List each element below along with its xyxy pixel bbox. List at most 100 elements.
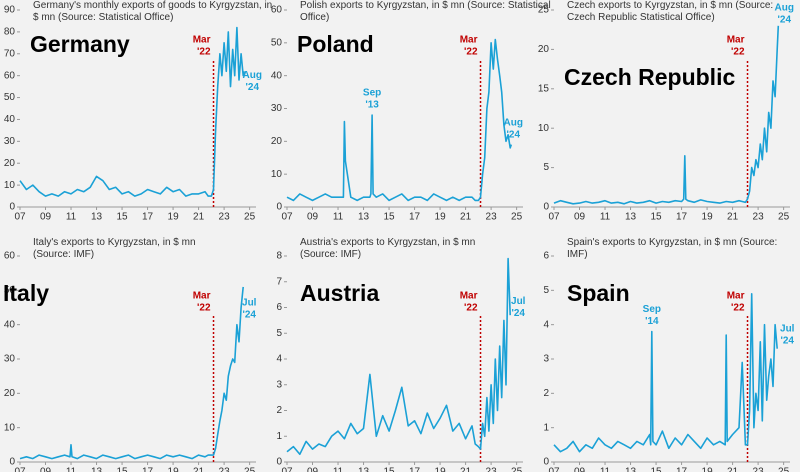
y-tick-label: 3 [543,354,549,365]
y-tick-label: 0 [276,457,282,468]
y-tick-label: 4 [276,354,282,365]
x-tick-label: 07 [281,212,293,223]
x-tick-label: 07 [281,467,293,472]
x-tick-label: 25 [244,212,256,223]
x-tick-label: 09 [307,467,319,472]
x-tick-label: 13 [625,467,637,472]
y-tick-label: 50 [4,92,16,103]
x-tick-label: 15 [116,467,128,472]
subtitle: Czech exports to Kyrgyzstan, in $ mn (So… [567,0,773,11]
annotation: '24 [778,14,792,25]
data-line [553,25,780,205]
chart-title: Austria [300,280,379,306]
annotation: Sep [363,88,381,99]
x-tick-label: 09 [307,212,319,223]
chart-title: Czech Republic [564,64,735,90]
data-line [286,38,513,202]
panel: Czech exports to Kyrgyzstan, in $ mn (So… [538,0,794,223]
subtitle: Italy's exports to Kyrgyzstan, in $ mn [33,237,196,248]
x-tick-label: 11 [66,467,77,472]
annotation: Jul [242,298,257,309]
annotation: Jul [511,296,526,307]
y-tick-label: 40 [4,319,16,330]
y-tick-label: 10 [4,422,16,433]
y-tick-label: 10 [271,169,283,180]
x-tick-label: 15 [650,212,662,223]
x-tick-label: 23 [486,467,498,472]
x-tick-label: 11 [333,212,344,223]
x-tick-label: 11 [600,212,611,223]
subtitle: (Source: IMF) [33,249,94,260]
annotation: '24 [507,129,521,140]
y-tick-label: 5 [543,285,549,296]
subtitle: Germany's monthly exports of goods to Ky… [33,0,272,11]
subtitle: (Source: IMF) [300,249,361,260]
x-tick-label: 17 [676,212,688,223]
x-tick-label: 15 [383,467,395,472]
x-tick-label: 19 [168,467,180,472]
event-label: '22 [731,303,745,314]
x-tick-label: 21 [193,467,205,472]
subtitle: IMF) [567,249,588,260]
x-tick-label: 07 [14,212,26,223]
y-tick-label: 0 [9,202,15,213]
annotation: '13 [365,100,379,111]
subtitle: $ mn (Source: Statistical Office) [33,12,173,23]
x-tick-label: 13 [625,212,637,223]
y-tick-label: 20 [4,158,16,169]
x-tick-label: 13 [358,467,370,472]
y-tick-label: 60 [4,70,16,81]
y-tick-label: 25 [538,5,550,16]
y-tick-label: 7 [276,276,282,287]
event-label: Mar [193,291,211,302]
x-tick-label: 19 [435,467,447,472]
x-tick-label: 23 [486,212,498,223]
x-tick-label: 23 [219,467,231,472]
annotation: '24 [780,335,794,346]
y-tick-label: 6 [276,302,282,313]
x-tick-label: 21 [460,212,472,223]
x-tick-label: 07 [548,467,560,472]
subtitle: Spain's exports to Kyrgyzstan, in $ mn (… [567,237,777,248]
event-label: Mar [460,35,478,46]
y-tick-label: 2 [543,388,549,399]
panel: Italy's exports to Kyrgyzstan, in $ mn(S… [3,237,257,472]
y-tick-label: 60 [271,5,283,16]
x-tick-label: 23 [753,212,765,223]
panel: Spain's exports to Kyrgyzstan, in $ mn (… [543,237,794,472]
x-tick-label: 25 [511,212,523,223]
y-tick-label: 90 [4,5,16,16]
subtitle: Office) [300,12,329,23]
event-label: '22 [464,47,478,58]
annotation: Aug [504,117,523,128]
annotation: '14 [645,316,659,327]
x-tick-label: 09 [40,212,52,223]
x-tick-label: 25 [778,467,790,472]
panel: Germany's monthly exports of goods to Ky… [4,0,272,223]
y-tick-label: 1 [276,431,282,442]
data-line [19,26,246,197]
x-tick-label: 09 [574,212,586,223]
x-tick-label: 11 [66,212,77,223]
event-label: Mar [460,291,478,302]
x-tick-label: 17 [142,467,154,472]
chart-title: Germany [30,31,130,57]
y-tick-label: 3 [276,379,282,390]
panel: Polish exports to Kyrgyzstan, in $ mn (S… [271,0,551,223]
y-tick-label: 6 [543,251,549,262]
annotation: Aug [243,70,262,81]
subtitle: Czech Republic Statistical Office) [567,12,715,23]
event-label: Mar [193,35,211,46]
x-tick-label: 19 [435,212,447,223]
x-tick-label: 23 [753,467,765,472]
y-tick-label: 0 [9,457,15,468]
x-tick-label: 25 [778,212,790,223]
annotation: '24 [242,310,256,321]
y-tick-label: 5 [276,328,282,339]
event-label: '22 [731,47,745,58]
x-tick-label: 19 [702,467,714,472]
annotation: Aug [775,2,794,13]
x-tick-label: 15 [116,212,128,223]
y-tick-label: 60 [4,251,16,262]
